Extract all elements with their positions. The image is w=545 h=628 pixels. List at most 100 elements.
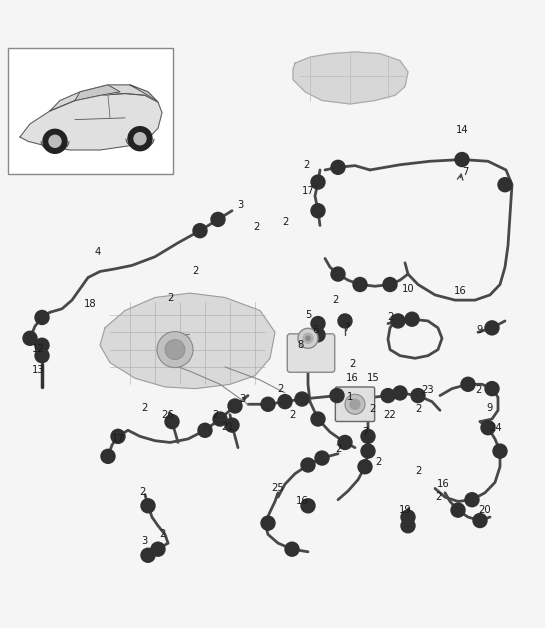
Text: 2: 2 <box>141 403 147 413</box>
Text: 3: 3 <box>141 536 147 546</box>
Text: 2: 2 <box>387 313 393 322</box>
Text: 3: 3 <box>239 394 245 404</box>
Circle shape <box>405 312 419 326</box>
Text: 9: 9 <box>487 403 493 413</box>
Circle shape <box>295 392 309 406</box>
Text: 2: 2 <box>192 266 198 276</box>
Circle shape <box>485 382 499 396</box>
Circle shape <box>261 398 275 411</box>
Circle shape <box>311 203 325 218</box>
Circle shape <box>451 503 465 517</box>
Text: 2: 2 <box>212 409 218 420</box>
Text: 7: 7 <box>343 323 349 333</box>
Polygon shape <box>293 52 408 104</box>
Circle shape <box>35 338 49 352</box>
Circle shape <box>401 510 415 524</box>
Circle shape <box>455 153 469 166</box>
Circle shape <box>43 129 67 153</box>
Text: 9: 9 <box>477 325 483 335</box>
Circle shape <box>338 435 352 450</box>
Circle shape <box>306 337 310 340</box>
Polygon shape <box>100 293 275 389</box>
Circle shape <box>353 278 367 291</box>
Circle shape <box>285 542 299 556</box>
Circle shape <box>383 278 397 291</box>
Text: 10: 10 <box>402 284 414 294</box>
Circle shape <box>481 421 495 435</box>
Polygon shape <box>20 94 162 150</box>
Circle shape <box>411 389 425 403</box>
Text: 22: 22 <box>384 409 396 420</box>
Circle shape <box>298 328 318 349</box>
Text: 5: 5 <box>305 310 311 320</box>
Polygon shape <box>75 85 120 100</box>
Text: 17: 17 <box>301 186 314 196</box>
Text: 26: 26 <box>162 409 174 420</box>
Circle shape <box>49 135 61 148</box>
Circle shape <box>393 386 407 400</box>
Circle shape <box>311 317 325 330</box>
Text: 2: 2 <box>303 160 309 170</box>
Circle shape <box>165 414 179 429</box>
Circle shape <box>35 349 49 362</box>
Circle shape <box>330 389 344 403</box>
Circle shape <box>401 519 415 533</box>
Circle shape <box>391 314 405 328</box>
Circle shape <box>473 514 487 528</box>
Text: 16: 16 <box>453 286 467 296</box>
Text: 17: 17 <box>112 434 124 444</box>
Circle shape <box>151 542 165 556</box>
Circle shape <box>111 430 125 443</box>
Circle shape <box>141 548 155 562</box>
Circle shape <box>461 377 475 391</box>
Text: 2: 2 <box>332 295 338 305</box>
Circle shape <box>134 133 146 144</box>
Text: 18: 18 <box>84 300 96 310</box>
Circle shape <box>225 418 239 432</box>
Text: 19: 19 <box>398 505 411 515</box>
Circle shape <box>301 499 315 513</box>
Text: 2: 2 <box>277 384 283 394</box>
FancyBboxPatch shape <box>8 48 173 175</box>
Text: 20: 20 <box>479 505 491 515</box>
Text: 16: 16 <box>346 373 359 383</box>
Text: 2: 2 <box>475 386 481 396</box>
Circle shape <box>303 333 313 344</box>
Text: 2: 2 <box>167 293 173 303</box>
FancyBboxPatch shape <box>335 387 374 421</box>
Text: 14: 14 <box>456 125 468 135</box>
Circle shape <box>350 399 360 409</box>
Circle shape <box>198 423 212 437</box>
Text: 2: 2 <box>253 222 259 232</box>
Text: 15: 15 <box>367 373 379 383</box>
Circle shape <box>101 449 115 463</box>
Circle shape <box>345 394 365 414</box>
Circle shape <box>311 412 325 426</box>
Circle shape <box>211 212 225 227</box>
Text: 13: 13 <box>32 364 44 374</box>
Text: 2: 2 <box>375 457 381 467</box>
Polygon shape <box>50 85 158 111</box>
Circle shape <box>361 444 375 458</box>
Text: 2: 2 <box>415 404 421 414</box>
Circle shape <box>228 399 242 413</box>
Circle shape <box>361 430 375 443</box>
Circle shape <box>493 444 507 458</box>
Circle shape <box>301 458 315 472</box>
Text: 2: 2 <box>139 487 145 497</box>
Circle shape <box>465 493 479 507</box>
Circle shape <box>311 175 325 189</box>
Circle shape <box>23 332 37 345</box>
Text: 6: 6 <box>312 325 318 335</box>
Text: 25: 25 <box>271 482 284 492</box>
Text: 3: 3 <box>237 200 243 210</box>
Text: 2: 2 <box>289 409 295 420</box>
Circle shape <box>157 332 193 367</box>
Circle shape <box>331 267 345 281</box>
Circle shape <box>381 389 395 403</box>
Circle shape <box>498 178 512 192</box>
Text: 12: 12 <box>32 344 44 354</box>
Circle shape <box>278 394 292 409</box>
Text: 2: 2 <box>159 529 165 539</box>
FancyBboxPatch shape <box>287 334 335 372</box>
